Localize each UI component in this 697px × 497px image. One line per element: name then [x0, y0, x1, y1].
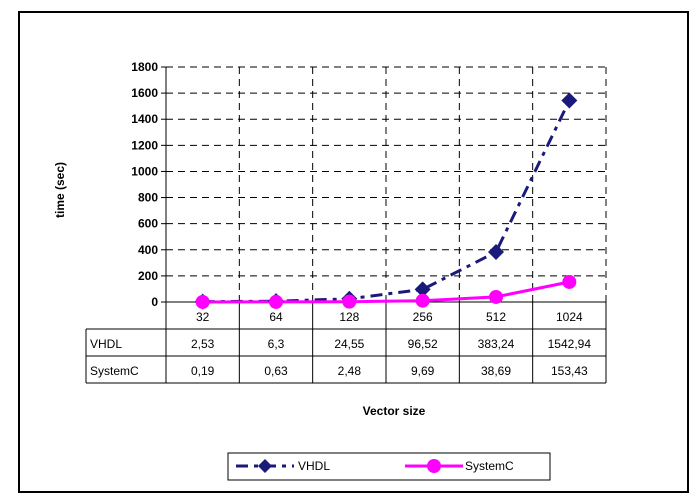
table-cell: 0,63: [264, 364, 288, 378]
legend-label-systemc: SystemC: [465, 459, 514, 473]
marker-systemc: [562, 274, 577, 289]
legend-marker-systemc: [427, 459, 441, 473]
marker-systemc: [415, 293, 430, 308]
legend-box: [227, 452, 551, 481]
y-tick-label: 200: [138, 269, 158, 283]
x-tick-label: 512: [486, 310, 506, 324]
y-tick-label: 1000: [131, 164, 158, 178]
x-tick-label: 128: [339, 310, 359, 324]
y-axis-label: time (sec): [53, 162, 67, 218]
y-tick-label: 0: [151, 295, 158, 309]
y-tick-label: 1800: [131, 60, 158, 74]
marker-systemc: [195, 294, 210, 309]
legend-marker-vhdl: [258, 459, 272, 473]
table-cell: 2,53: [191, 337, 215, 351]
table-cell: 9,69: [411, 364, 435, 378]
y-tick-label: 1400: [131, 112, 158, 126]
table-cell: 153,43: [551, 364, 588, 378]
table-cell: 0,19: [191, 364, 215, 378]
marker-systemc: [489, 289, 503, 304]
marker-systemc: [342, 294, 357, 309]
x-tick-label: 1024: [556, 310, 583, 324]
x-tick-label: 32: [196, 310, 210, 324]
table-cell: 1542,94: [548, 337, 592, 351]
table-cell: 6,3: [268, 337, 285, 351]
y-tick-label: 600: [138, 217, 158, 231]
table-cell: 383,24: [478, 337, 515, 351]
marker-vhdl: [561, 92, 578, 109]
table-row-label: SystemC: [90, 364, 139, 378]
marker-systemc: [269, 294, 283, 309]
outer-border: [18, 11, 689, 493]
table-cell: 96,52: [408, 337, 438, 351]
series-line-systemc: [202, 280, 570, 304]
table-row-label: VHDL: [90, 337, 122, 351]
marker-vhdl: [488, 243, 504, 260]
y-tick-label: 1600: [131, 86, 158, 100]
x-axis-label: Vector size: [363, 404, 426, 418]
x-tick-label: 64: [269, 310, 283, 324]
table-cell: 24,55: [334, 337, 364, 351]
x-tick-label: 256: [413, 310, 433, 324]
y-tick-label: 1200: [131, 138, 158, 152]
marker-vhdl: [414, 281, 431, 298]
legend-label-vhdl: VHDL: [298, 459, 330, 473]
y-tick-label: 800: [138, 191, 158, 205]
table-cell: 2,48: [338, 364, 362, 378]
y-tick-label: 400: [138, 243, 158, 257]
table-cell: 38,69: [481, 364, 511, 378]
